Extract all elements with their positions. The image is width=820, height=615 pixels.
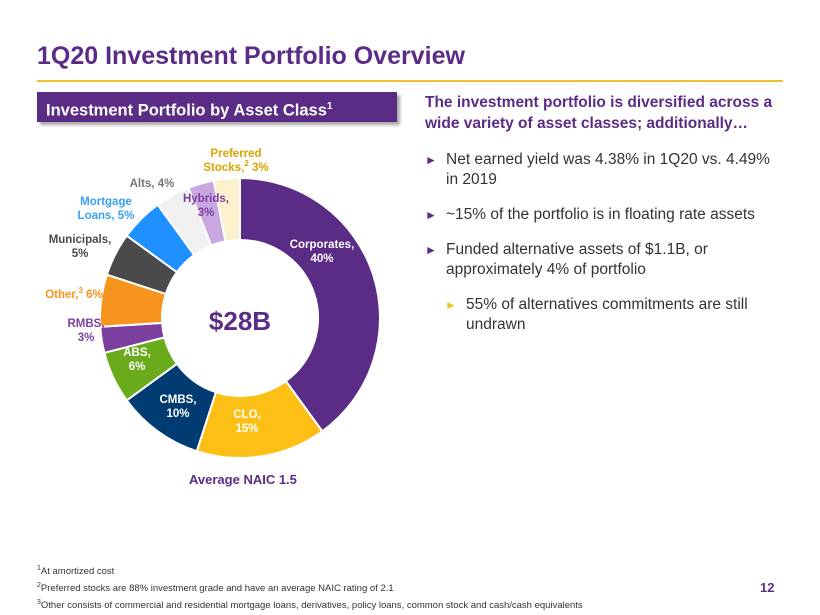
slice-label-line: Preferred	[210, 148, 261, 160]
title-divider	[37, 80, 783, 82]
slice-label-line: Stocks,	[203, 162, 244, 174]
slice-label: Mortgage Loans, 5%	[78, 196, 135, 222]
slice-label-line: 15%	[235, 423, 258, 435]
bullet-arrow-icon: ►	[425, 208, 437, 222]
sub-bullet-arrow-icon: ►	[445, 298, 457, 312]
slice-label: CMBS, 10%	[159, 394, 196, 420]
donut-slice	[239, 176, 381, 433]
slice-label: Corporates, 40%	[290, 239, 355, 265]
slice-label-value: 6%	[83, 289, 103, 301]
donut-center-value: $28B	[209, 306, 271, 336]
slice-label-line: CMBS,	[159, 394, 196, 406]
slice-label: Hybrids, 3%	[183, 193, 229, 219]
slice-label-value: 3%	[249, 162, 269, 174]
section-header-label: Investment Portfolio by Asset Class	[46, 101, 327, 120]
slice-label-line: Other,	[45, 289, 78, 301]
slice-label-line: 3%	[198, 207, 215, 219]
donut-slices	[99, 176, 381, 459]
slice-label-line: Municipals,	[49, 234, 112, 246]
slice-label: ABS, 6%	[123, 347, 150, 373]
slice-label-line: Alts, 4%	[130, 178, 175, 190]
sub-bullet-item: ► 55% of alternatives commitments are sti…	[445, 295, 785, 335]
slice-label-line: 3%	[78, 332, 95, 344]
bullet-item: ► Net earned yield was 4.38% in 1Q20 vs. …	[425, 150, 785, 190]
donut-slice	[212, 176, 241, 243]
bullet-text: Funded alternative assets of $1.1B, or a…	[446, 241, 708, 278]
page-title: 1Q20 Investment Portfolio Overview	[37, 42, 465, 70]
slice-label: CLO, 15%	[233, 409, 260, 435]
slice-label-footnote-ref: 3	[78, 286, 83, 295]
slice-label-line: Loans, 5%	[78, 210, 135, 222]
page-number: 12	[760, 580, 775, 595]
donut-labels: Corporates, 40% CLO, 15% CMBS, 10% ABS, 6% RMBS,…	[45, 148, 354, 435]
slice-label: Alts, 4%	[130, 178, 175, 190]
footnotes: 1At amortized cost 2Preferred stocks are…	[37, 562, 583, 613]
right-heading: The investment portfolio is diversified …	[425, 94, 773, 132]
section-header-footnote-ref: 1	[326, 101, 333, 112]
average-naic-label: Average NAIC 1.5	[189, 472, 297, 487]
slice-label-line: Mortgage	[80, 196, 132, 208]
slice-label-line: 10%	[166, 408, 189, 420]
bullet-list: ► Net earned yield was 4.38% in 1Q20 vs. …	[425, 150, 785, 350]
slice-label-line: RMBS,	[67, 318, 104, 330]
footnote-text: At amortized cost	[40, 566, 115, 578]
slice-label-line: 5%	[72, 248, 89, 260]
slice-label-line: Hybrids,	[183, 193, 229, 205]
footnote-number: 2	[37, 582, 41, 590]
slice-label-line: 40%	[310, 253, 333, 265]
footnote: 2Preferred stocks are 88% investment gra…	[37, 579, 583, 596]
slice-label: Municipals, 5%	[49, 234, 112, 260]
bullet-item: ► Funded alternative assets of $1.1B, or …	[425, 240, 785, 280]
footnote: 3Other consists of commercial and reside…	[37, 596, 583, 613]
slice-label-footnote-ref: 2	[244, 159, 249, 168]
slice-label: Preferred Stocks,2 3%	[203, 148, 268, 174]
slice-label-line: Corporates,	[290, 239, 355, 251]
slice-label: Other,3 6%	[45, 286, 103, 301]
bullet-text: Net earned yield was 4.38% in 1Q20 vs. 4…	[446, 151, 770, 188]
footnote-text: Preferred stocks are 88% investment grad…	[40, 583, 394, 595]
bullet-text: ~15% of the portfolio is in floating rat…	[446, 206, 755, 223]
slice-label-line: CLO,	[233, 409, 260, 421]
slice-label-line: ABS,	[123, 347, 150, 359]
slice-label-line: 6%	[129, 361, 146, 373]
footnote: 1At amortized cost	[37, 562, 583, 579]
bullet-item: ► ~15% of the portfolio is in floating ra…	[425, 205, 785, 225]
footnote-number: 3	[37, 599, 41, 607]
bullet-arrow-icon: ►	[425, 153, 437, 167]
section-header: Investment Portfolio by Asset Class1	[37, 92, 397, 122]
footnote-number: 1	[37, 565, 41, 572]
bullet-arrow-icon: ►	[425, 243, 437, 257]
footnote-text: Other consists of commercial and residen…	[40, 600, 583, 612]
slice-label: RMBS, 3%	[67, 318, 104, 344]
bullet-text: 55% of alternatives commitments are stil…	[466, 296, 748, 333]
